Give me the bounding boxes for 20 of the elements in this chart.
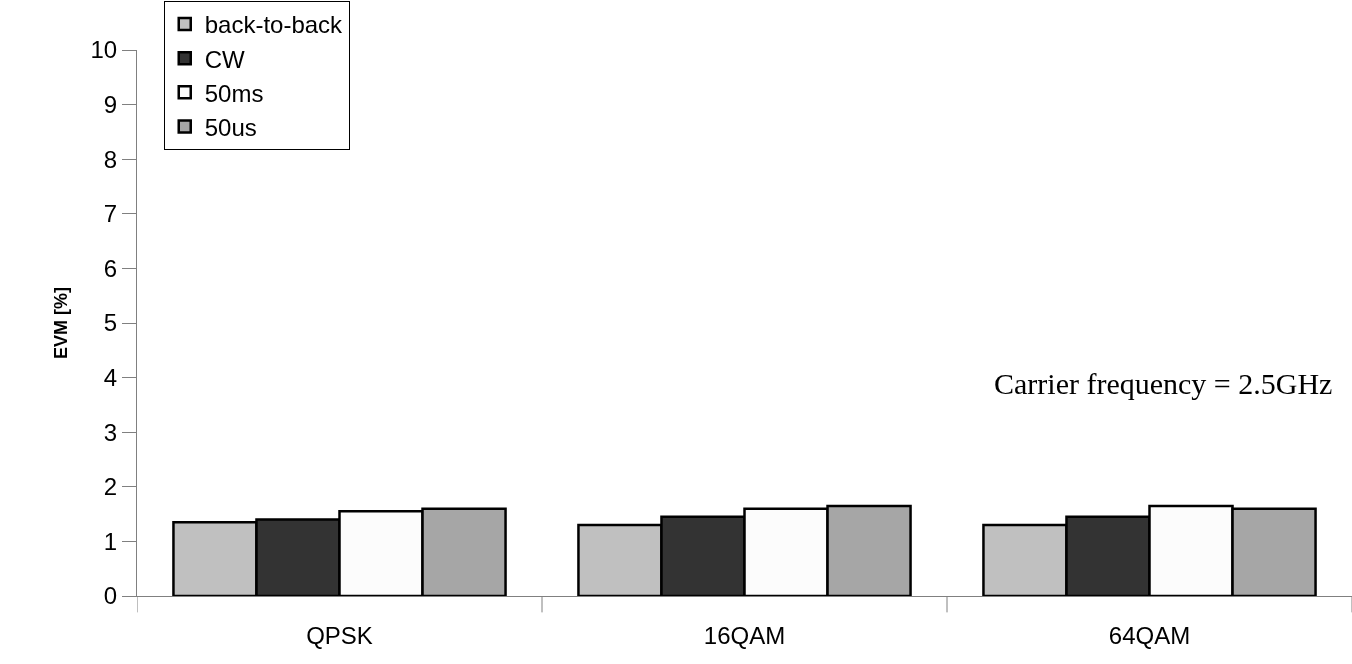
y-tick-label: 3 xyxy=(103,418,118,446)
y-tick-label: 6 xyxy=(103,254,118,282)
y-tick-label: 10 xyxy=(90,36,118,64)
legend-label: back-to-back xyxy=(204,11,344,39)
y-tick-label: 4 xyxy=(103,364,118,391)
legend-label: 50ms xyxy=(204,79,264,107)
y-axis-title: EVM [%] xyxy=(50,287,71,359)
y-tick-label: 9 xyxy=(103,91,118,118)
y-tick-label: 0 xyxy=(103,582,118,610)
y-tick-label: 1 xyxy=(103,527,118,555)
legend-label: 50us xyxy=(204,113,257,141)
y-tick-label: 8 xyxy=(103,145,118,173)
x-tick-label: 16QAM xyxy=(703,621,786,649)
x-tick-label: 64QAM xyxy=(1108,621,1191,649)
annotation: Carrier frequency = 2.5GHz xyxy=(994,367,1333,400)
y-tick-label: 2 xyxy=(103,473,118,501)
x-tick-label: QPSK xyxy=(306,621,373,649)
legend-label: CW xyxy=(204,45,246,73)
y-tick-label: 7 xyxy=(103,200,118,228)
y-tick-label: 5 xyxy=(103,309,118,337)
